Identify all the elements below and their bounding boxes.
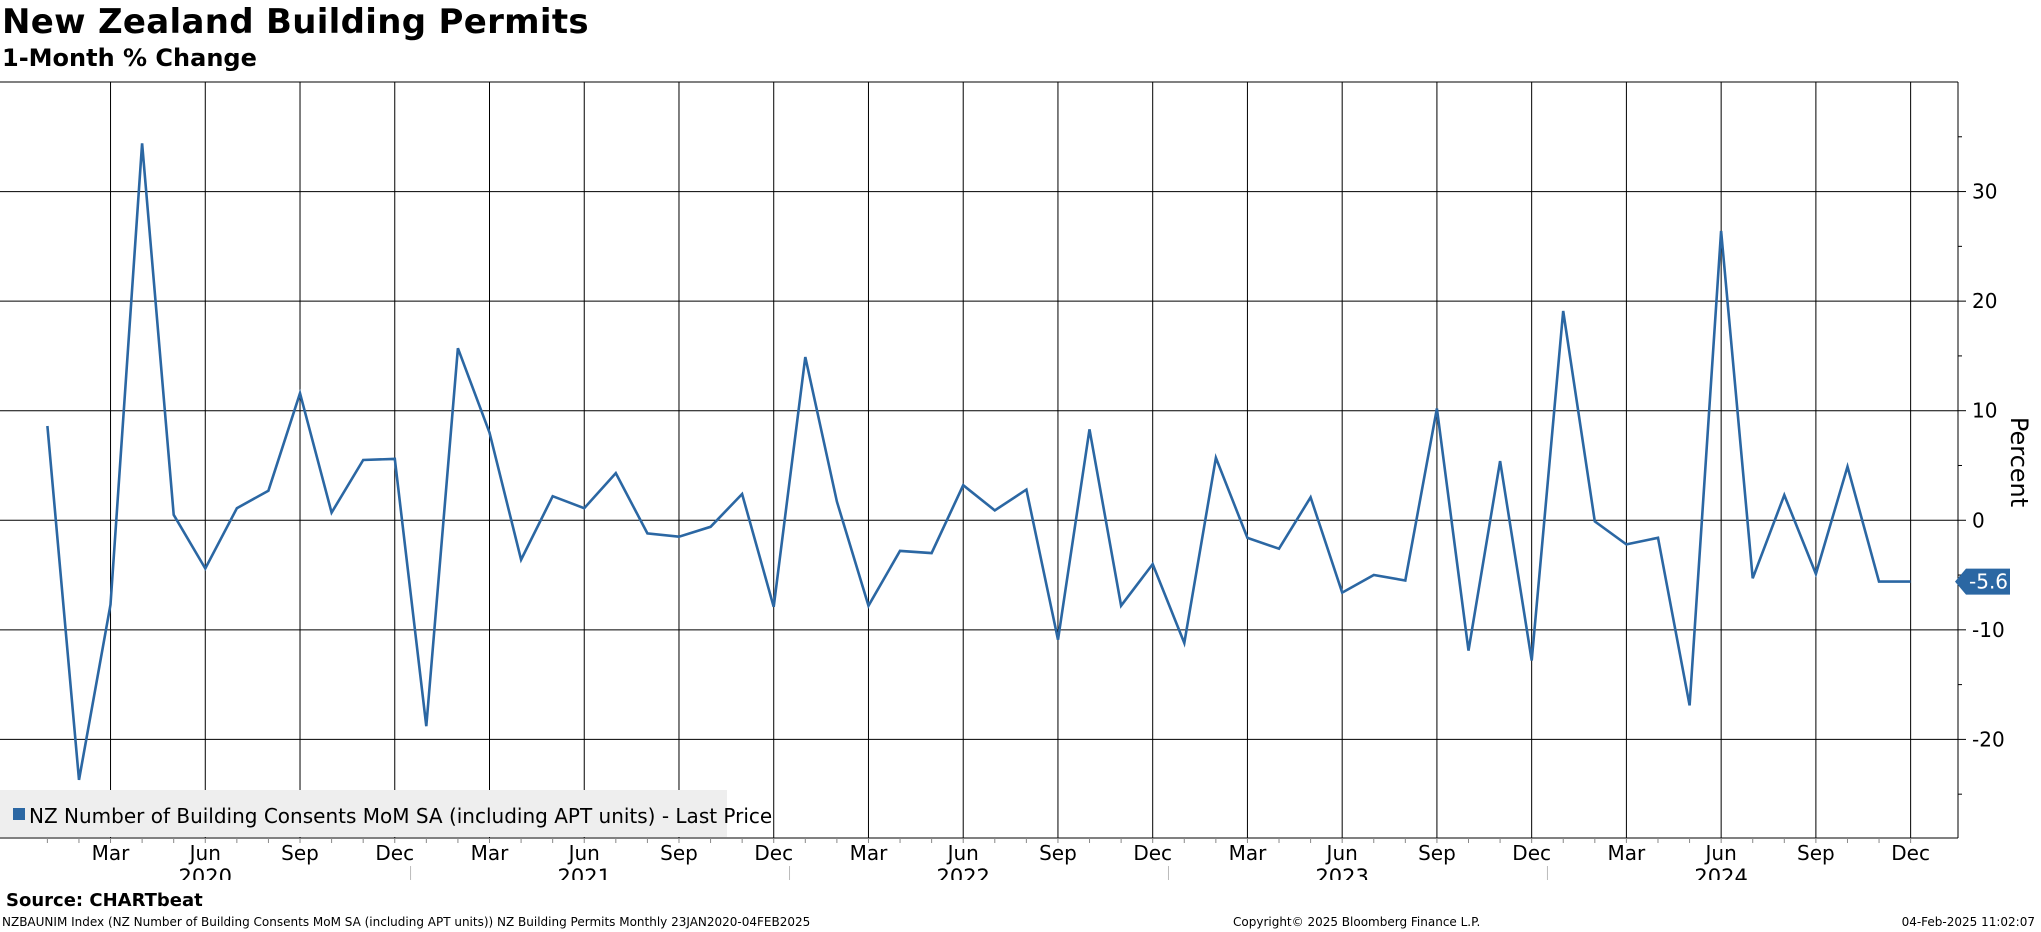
x-tick-label: Dec <box>1891 841 1930 865</box>
x-tick-label: Mar <box>1608 841 1647 865</box>
x-tick-label: Jun <box>1325 841 1358 865</box>
x-tick-label: Mar <box>1229 841 1268 865</box>
last-value-text: -5.6 <box>1969 570 2008 594</box>
x-tick-label: Mar <box>471 841 510 865</box>
x-tick-label: Dec <box>1512 841 1551 865</box>
chart-title: New Zealand Building Permits <box>2 2 589 42</box>
x-tick-label: Dec <box>754 841 793 865</box>
x-year-label: 2021 <box>558 865 611 880</box>
x-tick-label: Sep <box>1039 841 1077 865</box>
x-tick-label: Dec <box>375 841 414 865</box>
x-axis: Mar Jun Sep Dec Mar Jun Sep Dec Mar Jun Sep Dec Mar J… <box>46 838 1930 880</box>
footer-timestamp: 04-Feb-2025 11:02:07 <box>1901 915 2035 929</box>
series-line <box>46 143 1911 781</box>
y-tick-label: 10 <box>1972 399 1997 423</box>
series-group <box>46 143 1911 781</box>
y-tick-label: 0 <box>1972 508 1985 532</box>
legend-background <box>0 790 727 837</box>
grid-lines <box>0 81 1959 839</box>
x-tick-label: Jun <box>1704 841 1737 865</box>
line-chart: Mar Jun Sep Dec Mar Jun Sep Dec Mar Jun Sep Dec Mar J… <box>0 81 2033 880</box>
x-tick-label: Jun <box>946 841 979 865</box>
x-year-label: 2020 <box>179 865 232 880</box>
y-tick-label: 20 <box>1972 289 1997 313</box>
legend: NZ Number of Building Consents MoM SA (i… <box>0 790 772 837</box>
x-tick-label: Mar <box>850 841 889 865</box>
x-tick-label: Jun <box>567 841 600 865</box>
source-note: Source: CHARTbeat <box>6 890 203 911</box>
chart-subtitle: 1-Month % Change <box>2 44 257 72</box>
x-year-label: 2023 <box>1315 865 1368 880</box>
legend-entry: NZ Number of Building Consents MoM SA (i… <box>29 804 772 828</box>
x-tick-label: Sep <box>1797 841 1835 865</box>
x-tick-label: Sep <box>660 841 698 865</box>
x-tick-label: Mar <box>92 841 131 865</box>
y-tick-label: -10 <box>1972 618 2005 642</box>
x-tick-label: Sep <box>1418 841 1456 865</box>
x-tick-label: Jun <box>188 841 221 865</box>
x-year-label: 2022 <box>936 865 989 880</box>
x-year-label: 2024 <box>1694 865 1747 880</box>
footer-ticker-description: NZBAUNIM Index (NZ Number of Building Co… <box>2 915 811 929</box>
legend-swatch <box>13 808 25 820</box>
y-tick-label: -20 <box>1972 727 2005 751</box>
last-value-badge <box>1955 568 2010 595</box>
x-tick-label: Dec <box>1133 841 1172 865</box>
y-axis-label: Percent <box>2005 417 2033 507</box>
footer-copyright: Copyright© 2025 Bloomberg Finance L.P. <box>1233 915 1481 929</box>
x-tick-label: Sep <box>281 841 319 865</box>
y-axis: -20 -10 0 10 20 30 <box>1958 136 2005 795</box>
last-value-marker: -5.6 <box>1955 568 2010 595</box>
y-tick-label: 30 <box>1972 180 1997 204</box>
